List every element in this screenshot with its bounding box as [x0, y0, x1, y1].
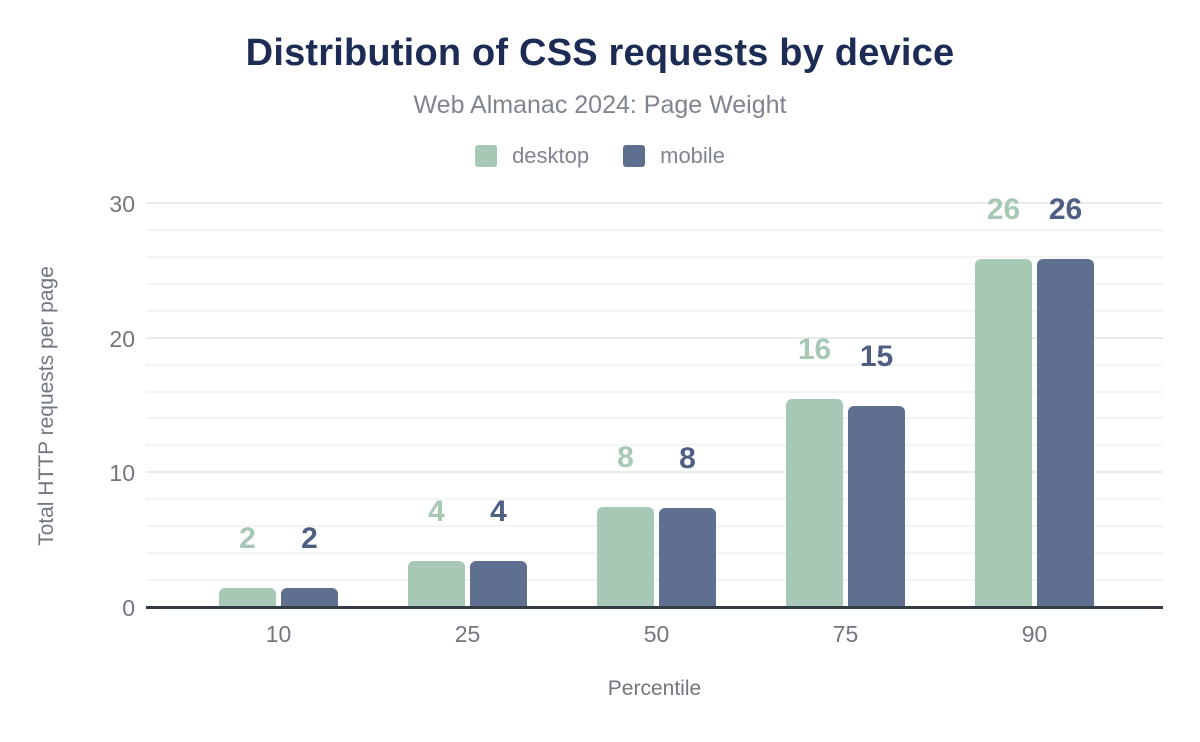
- bar-value-label-desktop: 2: [239, 521, 256, 555]
- gridline-major: [146, 471, 1163, 474]
- bar-value-label-desktop: 16: [797, 333, 832, 367]
- bar-column-mobile: 15: [848, 204, 905, 608]
- bar-group-p75: 16 15 75: [751, 204, 940, 647]
- legend-item-desktop[interactable]: desktop: [475, 143, 589, 169]
- gridline-minor: [146, 309, 1163, 312]
- gridline-minor: [146, 579, 1163, 582]
- bar-value-label-desktop: 4: [428, 494, 445, 528]
- x-tick-label: 25: [454, 621, 481, 647]
- gridline-minor: [146, 282, 1163, 285]
- bar-column-desktop: 2: [219, 204, 276, 608]
- y-axis-ticks: 0 10 20 30: [0, 191, 135, 621]
- chart-subtitle: Web Almanac 2024: Page Weight: [413, 91, 787, 119]
- legend: desktop mobile: [0, 143, 1200, 169]
- bar-value-label-desktop: 8: [617, 441, 634, 474]
- bar-desktop-p25[interactable]: [408, 560, 465, 608]
- gridline-minor: [146, 255, 1163, 258]
- x-tick-label: 10: [265, 621, 292, 647]
- bar-column-desktop: 16: [786, 204, 843, 608]
- y-tick-label: 20: [109, 325, 135, 352]
- bar-value-label-mobile: 15: [859, 340, 894, 373]
- bar-mobile-p10[interactable]: [281, 587, 338, 608]
- bar-group-p90: 26 26 90: [940, 195, 1129, 647]
- bar-value-label-mobile: 8: [679, 442, 696, 476]
- x-axis-line: [146, 606, 1163, 609]
- chart-title: Distribution of CSS requests by device: [245, 32, 955, 74]
- x-axis-title: Percentile: [607, 677, 702, 700]
- legend-label: mobile: [660, 143, 725, 168]
- bar-value-label-mobile: 26: [1048, 193, 1083, 227]
- plot-area: 2 2 10 4 4 25 8 8 50 16 15 75 26 26 90: [146, 195, 1163, 647]
- bar-desktop-p90[interactable]: [975, 259, 1032, 608]
- bar-value-label-desktop: 26: [986, 193, 1021, 227]
- x-tick-label: 90: [1021, 621, 1048, 647]
- legend-item-mobile[interactable]: mobile: [623, 143, 725, 169]
- y-tick-label: 10: [109, 460, 135, 487]
- x-tick-label: 75: [832, 621, 859, 647]
- legend-label: desktop: [512, 143, 590, 168]
- gridline-minor: [146, 390, 1163, 393]
- y-tick-label: 0: [122, 595, 135, 621]
- x-tick-label: 50: [643, 621, 670, 647]
- gridline-minor: [146, 417, 1163, 420]
- bar-groups: 2 2 10 4 4 25 8 8 50 16 15 75 26 26 90: [146, 195, 1163, 647]
- bar-mobile-p50[interactable]: [659, 508, 716, 608]
- bar-column-desktop: 4: [408, 204, 465, 608]
- gridline-minor: [146, 363, 1163, 366]
- bar-column-desktop: 26: [975, 195, 1032, 608]
- bar-group-p10: 2 2 10: [184, 204, 373, 647]
- bar-column-mobile: 2: [281, 204, 338, 608]
- bar-group-p50: 8 8 50: [562, 204, 751, 647]
- gridline-minor: [146, 498, 1163, 501]
- bar-value-label-mobile: 4: [490, 494, 507, 528]
- gridline-minor: [146, 552, 1163, 555]
- gridline-major: [146, 336, 1163, 339]
- bar-desktop-p75[interactable]: [786, 399, 843, 608]
- y-tick-label: 30: [109, 191, 135, 217]
- bar-mobile-p90[interactable]: [1037, 259, 1094, 608]
- legend-swatch-icon: [623, 145, 646, 167]
- bar-desktop-p50[interactable]: [597, 507, 654, 608]
- bar-mobile-p75[interactable]: [848, 406, 905, 608]
- bar-mobile-p25[interactable]: [470, 560, 527, 608]
- bar-column-desktop: 8: [597, 204, 654, 608]
- legend-swatch-icon: [475, 145, 498, 167]
- bar-value-label-mobile: 2: [301, 521, 318, 555]
- gridline-major: [146, 202, 1163, 204]
- bar-column-mobile: 4: [470, 204, 527, 608]
- gridline-minor: [146, 525, 1163, 528]
- gridline-minor: [146, 444, 1163, 447]
- bar-column-mobile: 8: [659, 204, 716, 608]
- bar-desktop-p10[interactable]: [219, 587, 276, 608]
- bar-group-p25: 4 4 25: [373, 204, 562, 647]
- bar-column-mobile: 26: [1037, 195, 1094, 608]
- gridline-minor: [146, 228, 1163, 231]
